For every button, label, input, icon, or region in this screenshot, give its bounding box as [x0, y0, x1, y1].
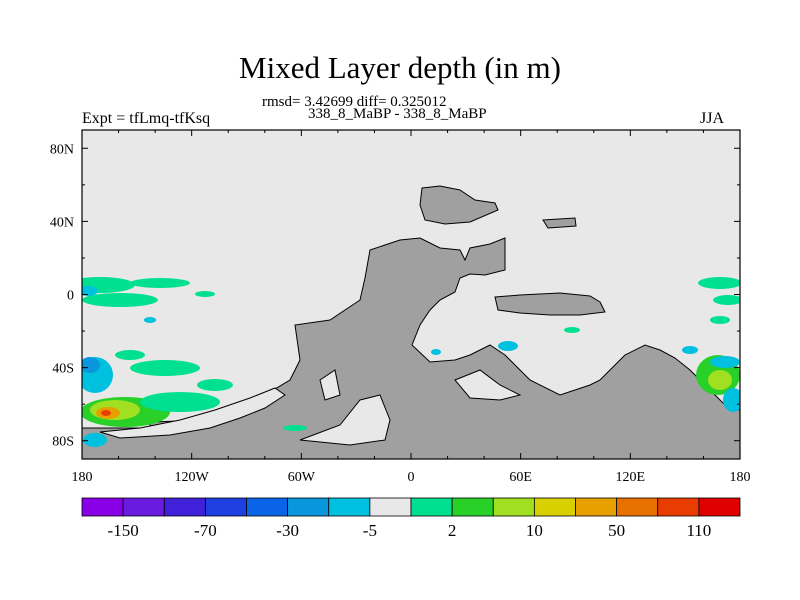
colorbar-swatch — [328, 497, 371, 517]
ocean-inlets — [99, 369, 522, 446]
colorbar-label: 110 — [686, 521, 711, 540]
x-tick-label: 180 — [72, 470, 93, 485]
chart-title: Mixed Layer depth (in m) — [239, 50, 561, 85]
y-tick-label: 40S — [52, 362, 74, 377]
colorbar: -150 -70 -30 -5 2 10 50 110 — [81, 497, 741, 540]
colorbar-swatch — [410, 497, 453, 517]
colorbar-swatch — [575, 497, 618, 517]
season-label: JJA — [700, 110, 725, 127]
y-tick-label: 80S — [52, 435, 74, 450]
colorbar-label: -5 — [363, 521, 377, 540]
colorbar-swatch — [81, 497, 124, 517]
colorbar-swatch — [451, 497, 494, 517]
y-tick-label: 80N — [50, 142, 74, 157]
colorbar-swatch — [492, 497, 535, 517]
y-tick-label: 40N — [50, 215, 74, 230]
colorbar-swatch — [533, 497, 576, 517]
colorbar-swatch — [287, 497, 330, 517]
colorbar-swatch — [246, 497, 289, 517]
colorbar-swatch — [616, 497, 659, 517]
colorbar-swatch — [698, 497, 741, 517]
stats-line: rmsd= 3.42699 diff= 0.325012 — [262, 94, 447, 110]
colorbar-label: 2 — [448, 521, 457, 540]
axes: 180 120W 60W 0 60E 120E 180 80N 40N 0 40S 80S — [50, 130, 751, 485]
colorbar-swatch — [122, 497, 165, 517]
colorbar-label: -70 — [194, 521, 217, 540]
x-tick-label: 120E — [616, 470, 646, 485]
colorbar-swatch — [163, 497, 206, 517]
run-label: 338_8_MaBP - 338_8_MaBP — [308, 106, 487, 122]
colorbar-label: -30 — [276, 521, 299, 540]
colorbar-label: 10 — [526, 521, 543, 540]
colorbar-label: -150 — [108, 521, 139, 540]
x-tick-label: 0 — [408, 470, 415, 485]
anomaly-patches — [82, 277, 740, 447]
x-tick-label: 60E — [509, 470, 532, 485]
colorbar-swatch — [204, 497, 247, 517]
x-tick-label: 120W — [175, 470, 210, 485]
colorbar-swatch — [657, 497, 700, 517]
colorbar-label: 50 — [608, 521, 625, 540]
colorbar-swatch — [369, 497, 412, 517]
x-tick-label: 60W — [288, 470, 316, 485]
y-tick-label: 0 — [67, 289, 74, 304]
experiment-label: Expt = tfLmq-tfKsq — [82, 110, 211, 127]
x-tick-label: 180 — [730, 470, 751, 485]
